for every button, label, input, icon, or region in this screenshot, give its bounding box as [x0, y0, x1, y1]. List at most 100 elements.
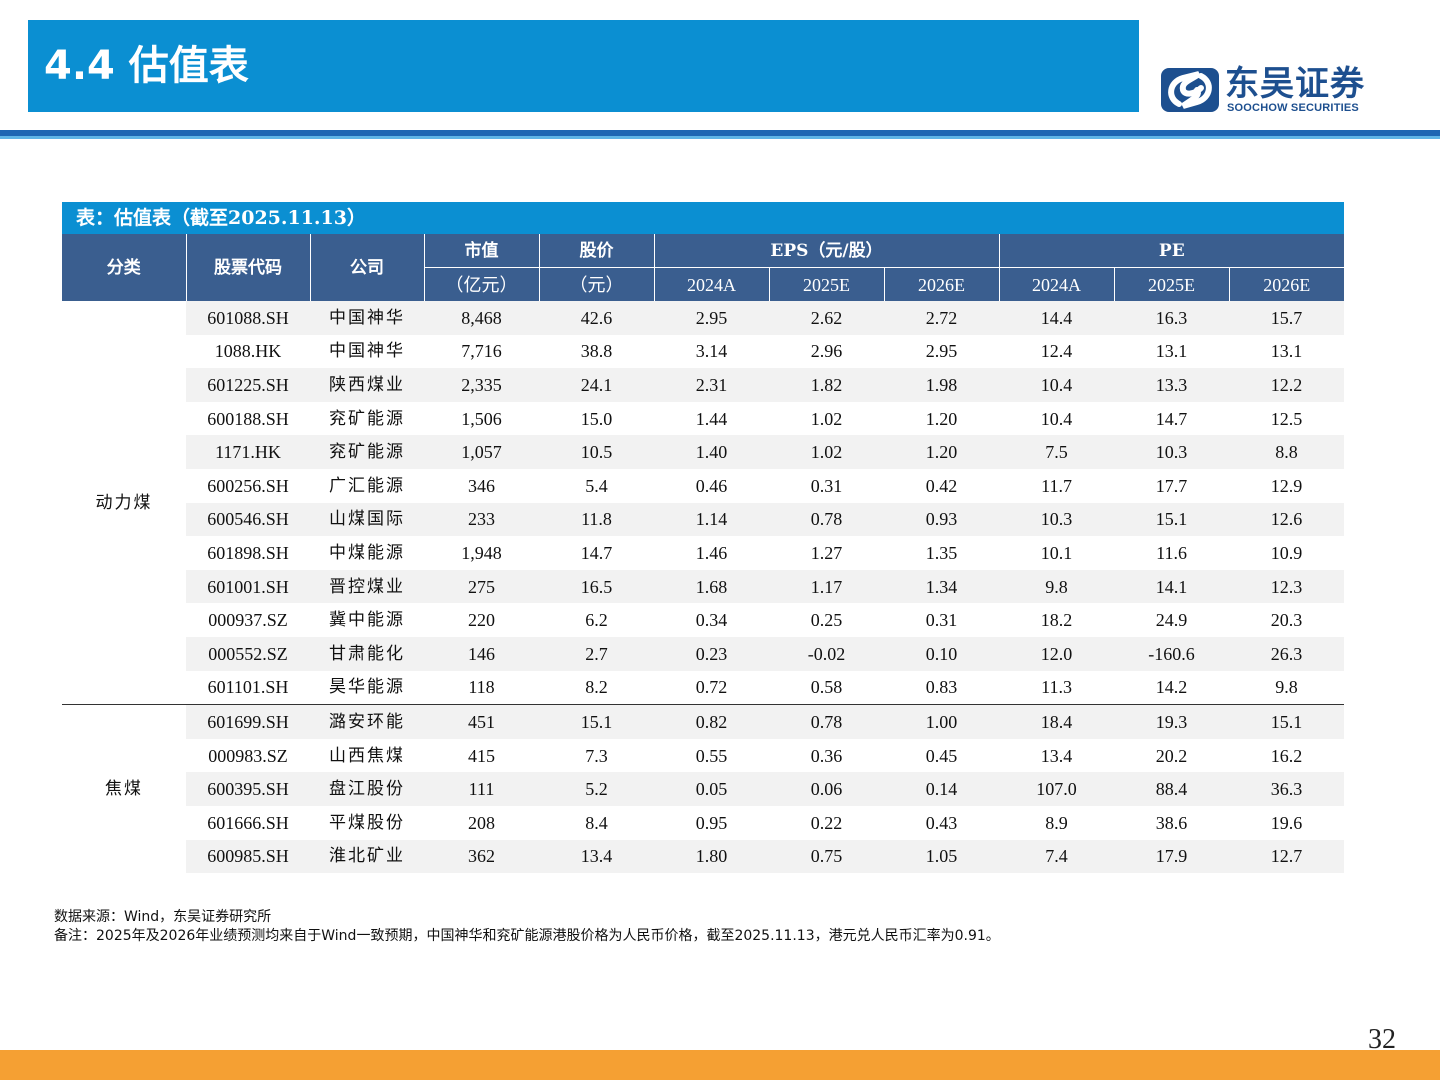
eps-2025-cell: 0.58 — [810, 677, 843, 698]
header-eps: EPS（元/股） — [653, 234, 1000, 268]
code-cell: 601699.SH — [186, 704, 310, 739]
price-cell: 42.6 — [539, 301, 654, 335]
eps-2026-cell: 1.20 — [884, 435, 1000, 469]
pe-2026-cell: 12.7 — [1229, 839, 1345, 874]
header-pe-2024: 2024A — [998, 267, 1115, 301]
eps-2025-cell: 1.82 — [769, 368, 884, 402]
table-caption: 表：估值表（截至2025.11.13） — [62, 202, 1344, 234]
eps-2026-cell: 1.35 — [925, 542, 958, 563]
table-row: 动力煤 601088.SH 中国神华 8,468 42.6 2.95 2.62 2.72 14.… — [62, 301, 1345, 705]
mcap-cell: 1,057 — [424, 435, 539, 469]
eps-2024-cell: 1.44 — [695, 408, 728, 429]
mcap-cell: 208 — [468, 812, 495, 833]
eps-2026-cell: 1.05 — [884, 839, 1000, 874]
price-cell: 6.2 — [585, 610, 608, 631]
code-cell: 000937.SZ — [208, 610, 288, 631]
mcap-cell: 220 — [468, 610, 495, 631]
pe-2025-cell: 11.6 — [1156, 542, 1187, 563]
pe-2026-cell: 19.6 — [1270, 812, 1303, 833]
brand-logo: 东吴证券 SOOCHOW SECURITIES — [1161, 64, 1381, 118]
eps-2026-cell: 1.98 — [884, 368, 1000, 402]
pe-2024-cell: 7.4 — [999, 839, 1115, 874]
mcap-cell: 2,335 — [424, 368, 539, 402]
eps-2024-cell: 0.46 — [695, 475, 728, 496]
header-pe: PE — [998, 234, 1345, 268]
eps-2025-cell: 1.27 — [810, 542, 843, 563]
table-row: 1088.HK 中国神华 7,716 38.8 3.14 2.96 2.95 12.4 13.1… — [62, 335, 1344, 369]
code-cell: 000983.SZ — [208, 745, 288, 766]
pe-2024-cell: 7.5 — [999, 435, 1115, 469]
eps-2026-cell: 0.45 — [925, 745, 958, 766]
eps-2026-cell: 0.10 — [884, 636, 1000, 671]
pe-2026-cell: 36.3 — [1229, 772, 1345, 806]
eps-2025-cell: 2.62 — [769, 301, 884, 335]
company-cell: 晋控煤业 — [310, 569, 424, 604]
company-cell: 甘肃能化 — [310, 636, 424, 671]
price-cell: 15.1 — [539, 704, 654, 739]
pe-2026-cell: 15.7 — [1229, 301, 1345, 335]
pe-2024-cell: 18.2 — [1040, 610, 1073, 631]
pe-2024-cell: 18.4 — [999, 704, 1115, 739]
pe-2025-cell: -160.6 — [1114, 636, 1230, 671]
pe-2024-cell: 14.4 — [999, 301, 1115, 335]
mcap-cell: 451 — [424, 704, 539, 739]
code-cell: 600546.SH — [186, 502, 310, 537]
pe-2024-cell: 10.3 — [999, 502, 1115, 537]
mcap-cell: 1,506 — [461, 408, 502, 429]
price-cell: 8.4 — [585, 812, 608, 833]
mcap-cell: 8,468 — [424, 301, 539, 335]
company-cell: 平煤股份 — [329, 812, 405, 833]
code-cell: 601898.SH — [207, 542, 289, 563]
eps-2024-cell: 1.80 — [654, 839, 769, 874]
price-cell: 24.1 — [539, 368, 654, 402]
pe-2024-cell: 11.3 — [1041, 677, 1072, 698]
table-row: 600188.SH 兖矿能源 1,506 15.0 1.44 1.02 1.20 10.4 14… — [62, 402, 1344, 436]
pe-2025-cell: 13.3 — [1114, 368, 1230, 402]
company-cell: 中煤能源 — [329, 542, 405, 563]
pe-2025-cell: 14.7 — [1155, 408, 1188, 429]
pe-2024-cell: 11.7 — [1041, 475, 1072, 496]
pe-2025-cell: 17.7 — [1155, 475, 1188, 496]
pe-2024-cell: 9.8 — [999, 569, 1115, 604]
eps-2024-cell: 0.23 — [654, 636, 769, 671]
eps-2026-cell: 0.43 — [925, 812, 958, 833]
code-cell: 601001.SH — [186, 569, 310, 604]
header-divider-light — [0, 136, 1440, 139]
company-cell: 昊华能源 — [329, 677, 405, 698]
eps-2025-cell: 1.17 — [769, 569, 884, 604]
eps-2025-cell: 0.22 — [810, 812, 843, 833]
company-cell: 陕西煤业 — [310, 368, 424, 402]
title-bar: 4.4 估值表 — [28, 20, 1139, 112]
valuation-table: 分类 股票代码 公司 市值 股价 EPS（元/股） PE （亿元） （元） 20… — [62, 234, 1345, 874]
header-pe-2026: 2026E — [1228, 267, 1345, 301]
eps-2025-cell: 0.31 — [810, 475, 843, 496]
table-row: 600256.SH 广汇能源 346 5.4 0.46 0.31 0.42 11.7 17.7 1… — [62, 469, 1344, 503]
pe-2026-cell: 12.5 — [1270, 408, 1303, 429]
pe-2026-cell: 20.3 — [1270, 610, 1303, 631]
code-cell: 600256.SH — [207, 475, 289, 496]
eps-2025-cell: 0.78 — [769, 704, 884, 739]
eps-2024-cell: 0.34 — [695, 610, 728, 631]
pe-2024-cell: 10.4 — [1040, 408, 1073, 429]
table-row: 000937.SZ 冀中能源 220 6.2 0.34 0.25 0.31 18.2 24.9 2… — [62, 603, 1344, 637]
header-code: 股票代码 — [185, 234, 310, 301]
pe-2025-cell: 14.2 — [1155, 677, 1188, 698]
pe-2026-cell: 9.8 — [1275, 677, 1298, 698]
eps-2024-cell: 1.14 — [654, 502, 769, 537]
eps-2026-cell: 2.95 — [925, 341, 958, 362]
header-mcap-unit: （亿元） — [423, 267, 539, 301]
eps-2025-cell: 1.02 — [769, 435, 884, 469]
eps-2025-cell: 0.75 — [769, 839, 884, 874]
code-cell: 1171.HK — [186, 435, 310, 469]
table-row: 601001.SH 晋控煤业 275 16.5 1.68 1.17 1.34 9.8 14.1 1… — [62, 569, 1345, 604]
pe-2024-cell: 12.0 — [999, 636, 1115, 671]
header-eps-2025: 2025E — [768, 267, 884, 301]
eps-2024-cell: 0.05 — [654, 772, 769, 806]
pe-2025-cell: 88.4 — [1114, 772, 1230, 806]
pe-2026-cell: 8.8 — [1229, 435, 1345, 469]
mcap-cell: 146 — [424, 636, 539, 671]
eps-2026-cell: 1.00 — [884, 704, 1000, 739]
header-mcap: 市值 — [423, 234, 539, 268]
eps-2026-cell: 0.83 — [925, 677, 958, 698]
eps-2024-cell: 1.68 — [654, 569, 769, 604]
